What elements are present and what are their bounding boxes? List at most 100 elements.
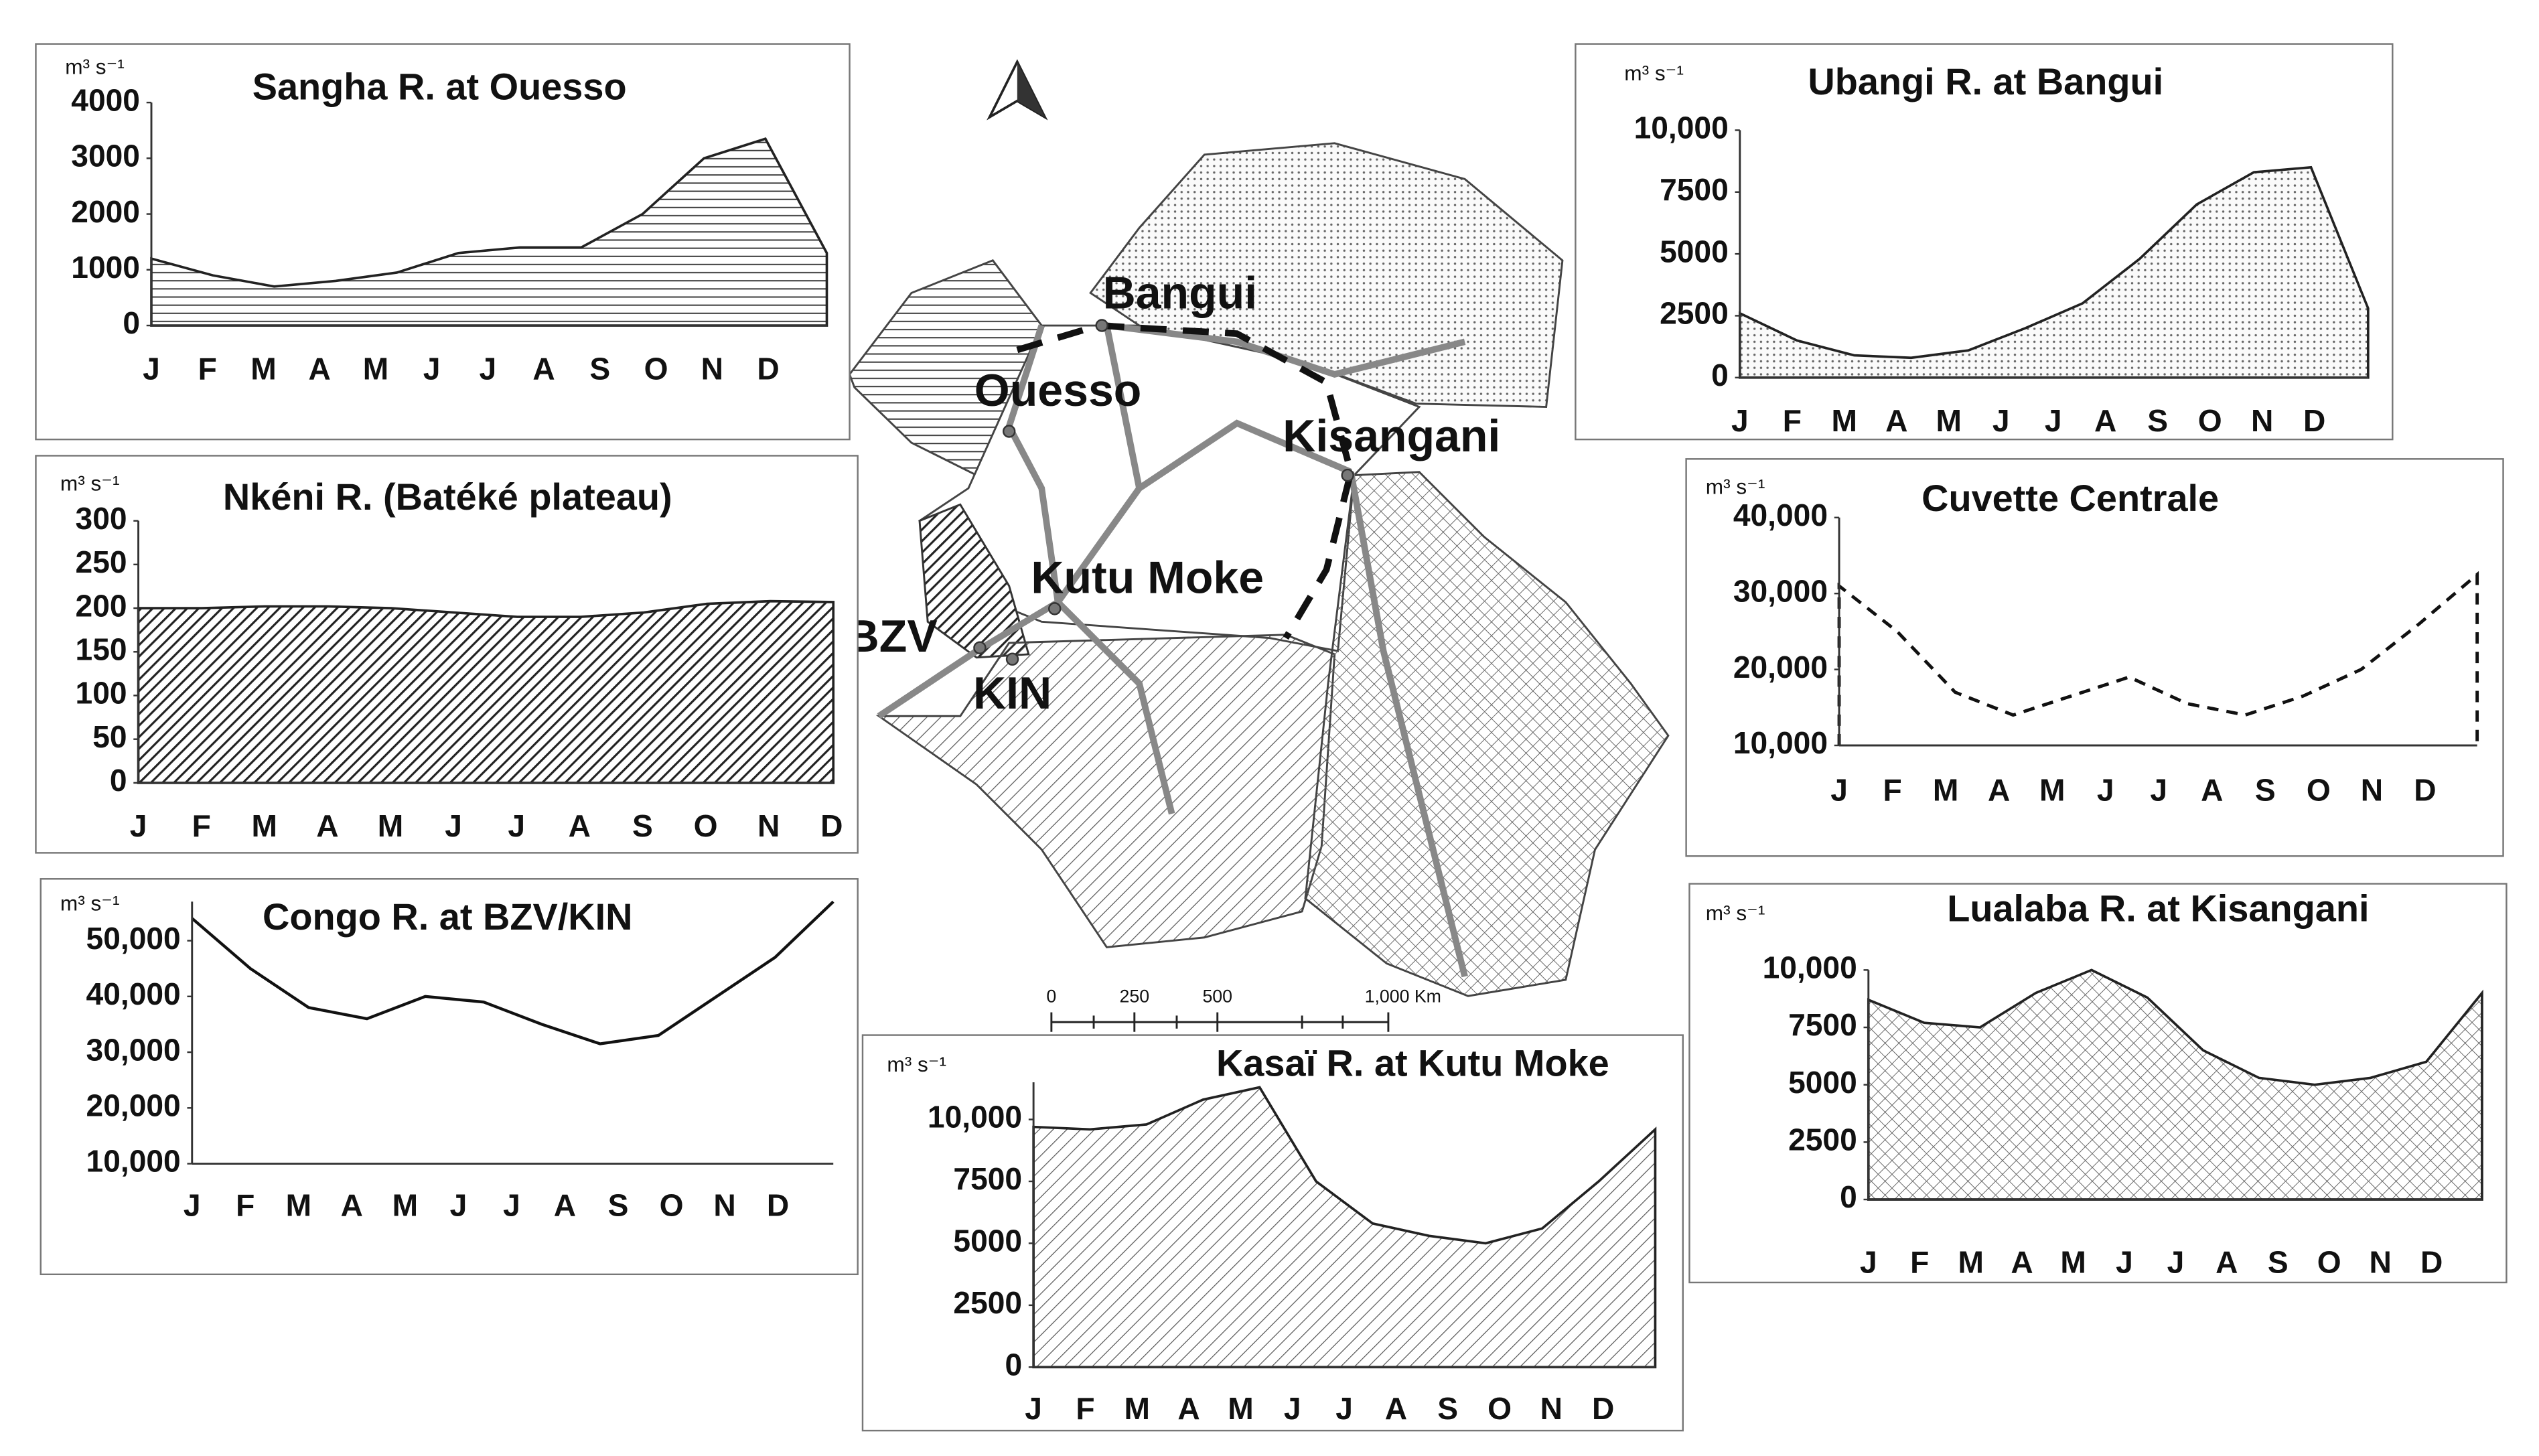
place-marker — [973, 641, 987, 654]
x-tick-label: J — [2045, 403, 2062, 438]
x-tick-label: J — [2167, 1244, 2185, 1279]
x-tick-label: F — [1076, 1391, 1094, 1426]
x-tick-label: A — [569, 808, 591, 843]
scale-label: 0 — [1046, 987, 1056, 1007]
y-tick-label: 3000 — [71, 139, 140, 173]
y-tick-label: 7500 — [1788, 1007, 1857, 1042]
place-label: KIN — [973, 668, 1051, 719]
y-tick-label: 2500 — [1660, 296, 1729, 331]
x-tick-label: J — [2116, 1244, 2133, 1279]
chart-title: Nkéni R. (Batéké plateau) — [223, 476, 672, 518]
place-label: Ouesso — [974, 365, 1142, 416]
chart-title: Cuvette Centrale — [1921, 477, 2219, 519]
x-tick-label: D — [820, 808, 843, 843]
chart-title: Ubangi R. at Bangui — [1808, 60, 2163, 102]
kasai-basin — [875, 634, 1336, 948]
x-tick-label: J — [503, 1187, 520, 1222]
place-marker — [1048, 602, 1062, 615]
x-tick-label: N — [701, 351, 723, 386]
x-tick-label: N — [2251, 403, 2273, 438]
y-tick-label: 10,000 — [1733, 725, 1828, 760]
chart-panel: 0 50 100 150 200 250 300 J F M A M J J A S O N D Nkéni R. (… — [35, 455, 859, 854]
y-tick-label: 50,000 — [86, 921, 181, 956]
unit-label: m³ s⁻¹ — [65, 54, 125, 78]
x-tick-label: D — [2414, 773, 2436, 808]
place-marker — [1341, 468, 1354, 482]
x-tick-label: N — [2361, 773, 2383, 808]
x-tick-label: S — [1437, 1391, 1458, 1426]
chart-title: Sangha R. at Ouesso — [252, 65, 627, 107]
x-tick-label: D — [757, 351, 779, 386]
x-tick-label: O — [2307, 773, 2331, 808]
y-tick-label: 5000 — [1788, 1065, 1857, 1100]
x-tick-label: M — [286, 1187, 311, 1222]
chart-title: Kasaï R. at Kutu Moke — [1216, 1042, 1609, 1084]
y-tick-label: 150 — [76, 632, 127, 666]
x-tick-label: S — [2147, 403, 2168, 438]
y-tick-label: 300 — [76, 501, 127, 536]
x-tick-label: J — [2097, 773, 2114, 808]
x-tick-label: O — [2317, 1244, 2341, 1279]
x-tick-label: A — [554, 1187, 576, 1222]
area — [137, 599, 835, 784]
y-tick-label: 2500 — [953, 1285, 1022, 1320]
unit-label: m³ s⁻¹ — [887, 1052, 946, 1076]
x-tick-label: M — [1933, 773, 1958, 808]
y-tick-label: 20,000 — [86, 1088, 181, 1123]
y-tick-label: 10,000 — [928, 1100, 1022, 1135]
x-tick-label: J — [184, 1187, 201, 1222]
x-tick-label: M — [252, 808, 277, 843]
unit-label: m³ s⁻¹ — [1624, 61, 1684, 85]
x-tick-label: A — [532, 351, 555, 386]
y-tick-label: 7500 — [1660, 172, 1729, 207]
x-tick-label: A — [1885, 403, 1907, 438]
y-tick-label: 30,000 — [1733, 573, 1828, 608]
x-tick-label: J — [423, 351, 441, 386]
area — [1867, 968, 2483, 1201]
x-tick-label: J — [1025, 1391, 1042, 1426]
x-tick-label: O — [644, 351, 668, 386]
x-tick-label: N — [2370, 1244, 2392, 1279]
x-tick-label: A — [341, 1187, 363, 1222]
x-tick-label: A — [1988, 773, 2010, 808]
x-tick-label: O — [694, 808, 718, 843]
x-tick-label: M — [378, 808, 403, 843]
x-tick-label: M — [1125, 1391, 1150, 1426]
x-tick-label: F — [1910, 1244, 1929, 1279]
x-tick-label: M — [363, 351, 388, 386]
y-tick-label: 10,000 — [86, 1144, 181, 1179]
y-tick-label: 4000 — [71, 82, 140, 117]
area — [1032, 1086, 1657, 1369]
x-tick-label: A — [2094, 403, 2116, 438]
y-tick-label: 20,000 — [1733, 650, 1828, 684]
x-tick-label: O — [660, 1187, 684, 1222]
x-tick-label: J — [1860, 1244, 1877, 1279]
y-tick-label: 50 — [92, 719, 127, 754]
area — [150, 137, 828, 327]
y-tick-label: 10,000 — [1763, 950, 1857, 985]
place-label: Bangui — [1103, 267, 1258, 318]
x-tick-label: D — [767, 1187, 789, 1222]
x-tick-label: J — [1335, 1391, 1353, 1426]
x-tick-label: A — [2216, 1244, 2238, 1279]
y-tick-label: 0 — [110, 763, 127, 798]
place-label: Kutu Moke — [1031, 553, 1264, 603]
y-tick-label: 5000 — [953, 1224, 1022, 1258]
y-tick-label: 1000 — [71, 250, 140, 285]
place-marker — [1002, 425, 1016, 438]
x-tick-label: F — [236, 1187, 255, 1222]
x-tick-label: J — [2150, 773, 2167, 808]
x-tick-label: N — [713, 1187, 735, 1222]
x-tick-label: J — [143, 351, 160, 386]
scale-bar — [1050, 1012, 1390, 1032]
x-tick-label: S — [2255, 773, 2276, 808]
north-arrow — [987, 59, 1048, 121]
unit-label: m³ s⁻¹ — [60, 891, 120, 915]
x-tick-label: J — [450, 1187, 467, 1222]
